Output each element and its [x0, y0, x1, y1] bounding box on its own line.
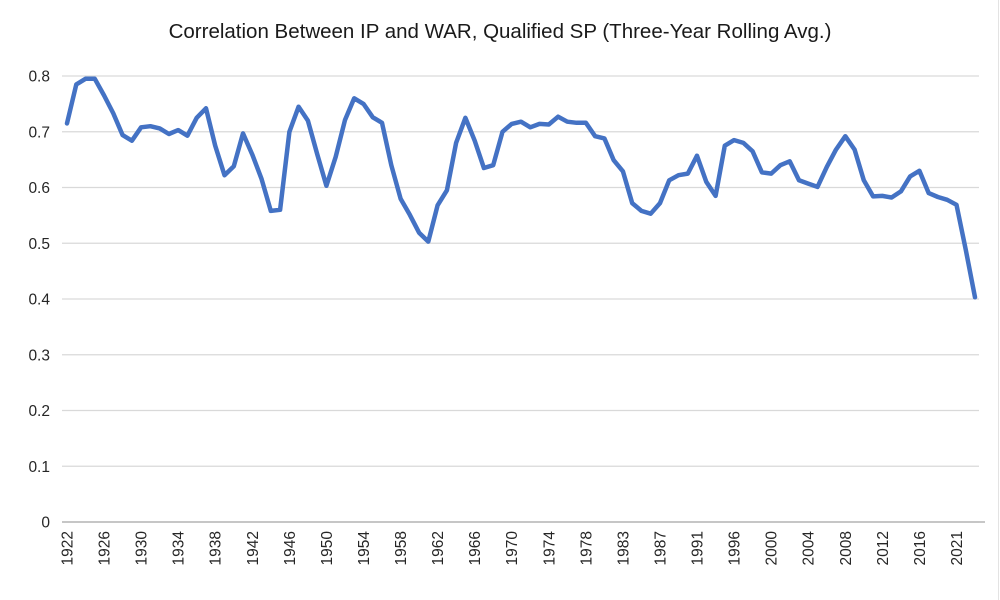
chart-title: Correlation Between IP and WAR, Qualifie…	[169, 20, 832, 43]
y-tick-label: 0.2	[28, 403, 50, 420]
x-tick-label: 1966	[467, 531, 484, 565]
x-tick-label: 2004	[801, 531, 818, 566]
x-tick-label: 1954	[356, 531, 373, 566]
x-tick-label: 1934	[171, 531, 188, 566]
x-tick-label: 1991	[690, 531, 707, 565]
x-tick-label: 1970	[504, 531, 521, 566]
gridlines	[62, 75, 979, 523]
y-tick-label: 0	[41, 515, 50, 532]
y-tick-label: 0.8	[28, 69, 50, 86]
correlation-line-series	[64, 76, 978, 300]
x-tick-label: 1938	[208, 531, 225, 565]
x-tick-label: 1987	[652, 531, 669, 565]
y-tick-label: 0.6	[28, 180, 50, 197]
y-tick-label: 0.5	[28, 236, 50, 253]
x-tick-label: 2021	[949, 531, 966, 565]
x-tick-label: 2012	[875, 531, 892, 565]
x-tick-label: 1930	[134, 531, 151, 566]
x-tick-label: 2000	[764, 531, 781, 566]
x-tick-label: 2008	[838, 531, 855, 565]
x-axis-tick-labels: 1922 1926 1930 1934 1938 1942 1946 1950 1954 1958…	[60, 531, 966, 566]
y-tick-label: 0.1	[28, 459, 50, 476]
x-tick-label: 1962	[430, 531, 447, 565]
x-tick-label: 1978	[578, 531, 595, 565]
y-tick-label: 0.3	[28, 347, 50, 364]
x-tick-label: 1946	[282, 531, 299, 565]
x-tick-label: 1983	[615, 531, 632, 565]
y-tick-label: 0.7	[28, 124, 50, 141]
x-tick-label: 2016	[912, 531, 929, 565]
x-tick-label: 1942	[245, 531, 262, 565]
y-tick-label: 0.4	[28, 292, 50, 309]
y-axis-tick-labels: 0 0.1 0.2 0.3 0.4 0.5 0.6 0.7 0.8	[28, 69, 50, 532]
x-tick-label: 1958	[393, 531, 410, 565]
x-tick-label: 1950	[319, 531, 336, 566]
x-tick-label: 1926	[97, 531, 114, 565]
x-tick-label: 1974	[541, 531, 558, 566]
x-tick-label: 1996	[727, 531, 744, 565]
x-tick-label: 1922	[60, 531, 77, 565]
